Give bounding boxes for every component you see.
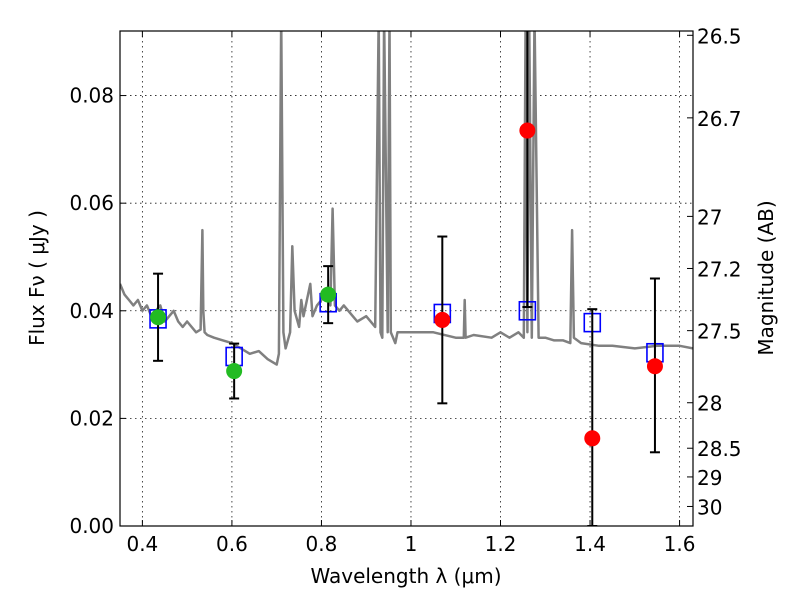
optical-data-point — [320, 286, 337, 303]
y-tick-label: 0.04 — [69, 299, 114, 323]
optical-data-point — [150, 309, 167, 326]
nir-data-point — [584, 430, 601, 447]
x-axis-label: Wavelength λ (μm) — [310, 564, 501, 588]
x-tick-label: 1.4 — [574, 532, 606, 556]
y-tick-label: 0.06 — [69, 191, 114, 215]
magnitude-tick-label: 30 — [697, 495, 722, 519]
x-tick-label: 0.4 — [126, 532, 158, 556]
plot-frame — [119, 30, 694, 527]
magnitude-tick-label: 28.5 — [697, 437, 742, 461]
x-tick-label: 1.6 — [664, 532, 696, 556]
magnitude-tick-label: 27.2 — [697, 257, 742, 281]
magnitude-axis: 26.5 26.7 27 27.2 27.5 28 28.5 29 30 — [687, 24, 742, 519]
nir-data-point — [646, 358, 663, 375]
grid-lines — [120, 31, 693, 526]
magnitude-tick-label: 26.5 — [697, 24, 742, 48]
y-tick-label: 0.02 — [69, 406, 114, 430]
x-tick-label: 1 — [405, 532, 418, 556]
magnitude-axis-label: Magnitude (AB) — [754, 200, 778, 355]
magnitude-tick-label: 28 — [697, 392, 722, 416]
y-tick-label: 0.00 — [69, 514, 114, 538]
magnitude-tick-label: 27 — [697, 205, 722, 229]
x-tick-label: 1.2 — [485, 532, 517, 556]
x-tick-label: 0.8 — [306, 532, 338, 556]
nir-data-point — [519, 122, 536, 139]
x-axis: 0.4 0.6 0.8 1 1.2 1.4 1.6 — [126, 31, 695, 556]
magnitude-tick-label: 26.7 — [697, 107, 742, 131]
magnitude-tick-label: 29 — [697, 466, 722, 490]
y-axis-label: Flux Fν ( μJy ) — [25, 210, 49, 346]
y-tick-label: 0.08 — [69, 84, 114, 108]
nir-data-point — [434, 311, 451, 328]
optical-data-point — [226, 363, 243, 380]
spectrum-line — [120, 31, 693, 366]
magnitude-tick-label: 27.5 — [697, 320, 742, 344]
y-axis: 0.00 0.02 0.04 0.06 0.08 — [69, 84, 126, 538]
plot-area — [120, 31, 693, 526]
x-tick-label: 0.6 — [216, 532, 248, 556]
